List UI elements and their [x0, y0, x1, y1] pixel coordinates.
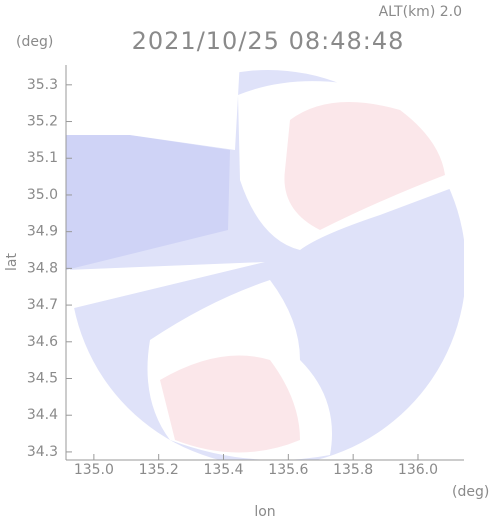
x-tick-label: 135.8 [333, 462, 373, 478]
y-tick-label: 35.3 [27, 77, 58, 93]
x-tick-label: 136.0 [398, 462, 438, 478]
y-tick-label: 34.4 [27, 407, 58, 423]
region [284, 102, 445, 230]
region [66, 262, 265, 310]
radar-field [66, 65, 464, 460]
altitude: ALT(km) 2.0 [379, 4, 462, 20]
y-tick-label: 34.8 [27, 260, 58, 276]
y-tick-label: 35.0 [27, 187, 58, 203]
x-tick-label: 135.6 [268, 462, 308, 478]
y-axis-label: lat [4, 253, 20, 271]
x-unit: (deg) [452, 484, 489, 500]
x-axis-label: lon [254, 504, 275, 520]
y-tick-label: 34.6 [27, 334, 58, 350]
y-tick-label: 35.1 [27, 150, 58, 166]
y-tick-label: 34.5 [27, 371, 58, 387]
region [66, 130, 230, 270]
y-tick-label: 34.7 [27, 297, 58, 313]
y-unit: (deg) [16, 34, 53, 50]
x-tick-label: 135.0 [74, 462, 114, 478]
y-tick-label: 34.3 [27, 444, 58, 460]
region [66, 65, 136, 135]
chart-title: 2021/10/25 08:48:48 [132, 27, 405, 55]
region [160, 355, 300, 453]
x-tick-label: 135.2 [139, 462, 179, 478]
y-tick-label: 35.2 [27, 114, 58, 130]
x-tick-label: 135.4 [203, 462, 243, 478]
y-tick-label: 34.9 [27, 224, 58, 240]
